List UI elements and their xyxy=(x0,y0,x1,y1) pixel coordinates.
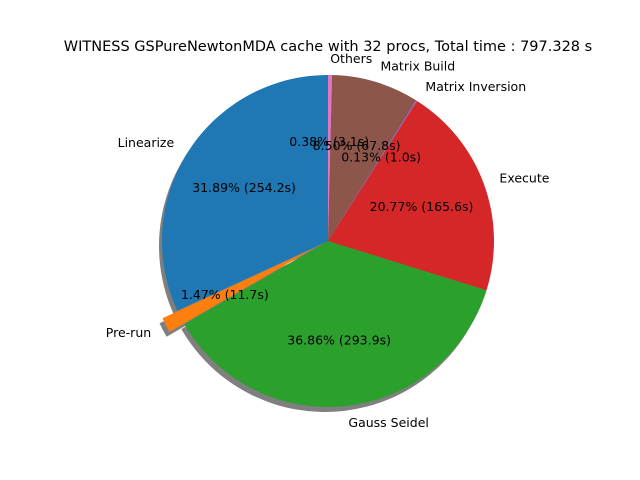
slice-pre-run xyxy=(162,248,314,332)
label-layer: Linearize 31.89% (254.2s) Pre-run 1.47% (11… xyxy=(106,51,550,430)
slice-label-others: Others xyxy=(330,51,372,66)
slice-matrix-build xyxy=(328,75,416,241)
slice-pct-linearize: 31.89% (254.2s) xyxy=(192,180,296,195)
chart-title: WITNESS GSPureNewtonMDA cache with 32 pr… xyxy=(64,39,592,55)
slice-label-matrix-build: Matrix Build xyxy=(380,59,455,74)
slice-pct-matrix-build: 8.50% (67.8s) xyxy=(313,138,401,153)
slice-label-execute: Execute xyxy=(499,171,549,186)
slice-pct-others: 0.38% (3.1s) xyxy=(289,134,369,149)
slice-label-linearize: Linearize xyxy=(118,135,175,150)
slice-gauss-seidel xyxy=(184,241,487,407)
slice-pct-execute: 20.77% (165.6s) xyxy=(370,199,474,214)
slice-label-pre-run: Pre-run xyxy=(106,325,151,340)
slice-pct-gauss-seidel: 36.86% (293.9s) xyxy=(287,332,391,347)
slice-layer xyxy=(161,75,494,407)
slice-pct-matrix-inversion: 0.13% (1.0s) xyxy=(341,149,421,164)
slice-label-gauss-seidel: Gauss Seidel xyxy=(348,415,428,430)
slice-pct-pre-run: 1.47% (11.7s) xyxy=(181,287,269,302)
slice-others xyxy=(328,75,333,241)
slice-matrix-inversion xyxy=(328,100,418,241)
slice-label-matrix-inversion: Matrix Inversion xyxy=(425,79,526,94)
slice-execute xyxy=(328,100,494,291)
slice-linearize xyxy=(161,75,328,311)
